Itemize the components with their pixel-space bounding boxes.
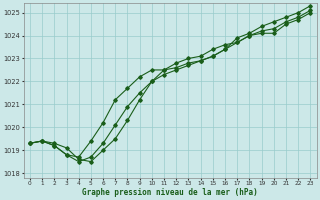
X-axis label: Graphe pression niveau de la mer (hPa): Graphe pression niveau de la mer (hPa) <box>82 188 258 197</box>
